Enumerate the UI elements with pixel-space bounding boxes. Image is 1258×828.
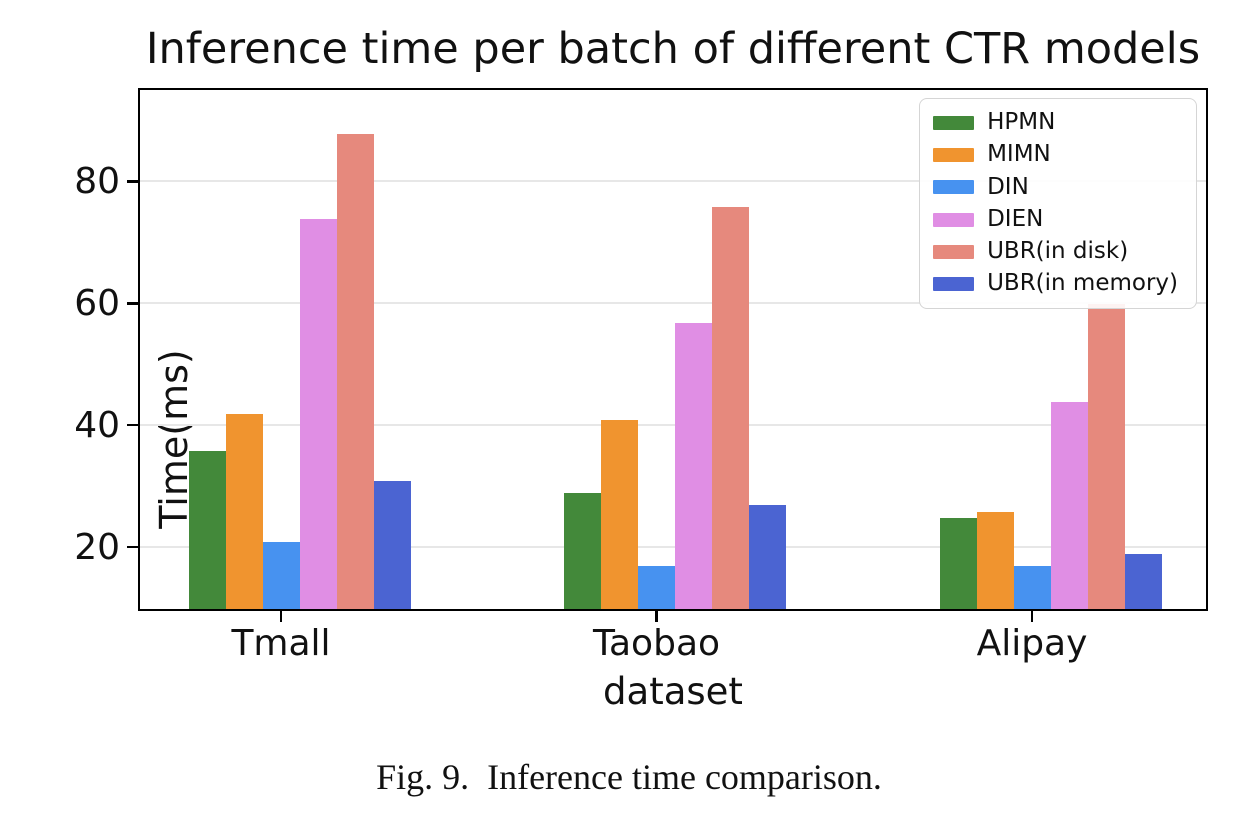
plot-area: Time(ms) HPMN MIMN DIN DIEN UBR(in disk) UBR(…	[74, 88, 1208, 662]
bar-alipay-ubr-in-memory	[1124, 554, 1162, 609]
legend-item-ubr-in-disk: UBR(in disk)	[933, 238, 1178, 265]
legend-label: DIEN	[987, 205, 1044, 232]
x-tick-label-taobao: Taobao	[592, 623, 721, 664]
chart-title: Inference time per batch of different CT…	[145, 24, 1201, 74]
x-tick-mark-tmall	[279, 611, 283, 622]
bar-tmall-mimn	[225, 414, 263, 609]
bar-alipay-hpmn	[939, 517, 977, 609]
gridline-y-80	[140, 180, 1206, 183]
y-tick-label-20: 20	[74, 527, 120, 569]
legend-swatch-icon	[933, 277, 975, 292]
bar-tmall-din	[262, 541, 300, 609]
bar-tmall-dien	[299, 218, 337, 609]
bar-alipay-mimn	[976, 511, 1014, 609]
figure-caption: Fig. 9. Inference time comparison.	[376, 757, 882, 797]
legend-item-mimn: MIMN	[933, 141, 1178, 168]
y-tick-label-60: 60	[74, 283, 120, 325]
x-tick-mark-taobao	[655, 611, 658, 622]
gridline-y-40	[140, 424, 1206, 427]
bar-tmall-ubr-in-disk	[336, 133, 374, 609]
bar-taobao-ubr-in-memory	[749, 505, 786, 609]
bar-taobao-dien	[675, 322, 712, 609]
y-tick-mark-60	[127, 302, 138, 305]
legend-label: MIMN	[987, 141, 1051, 168]
y-tick-mark-80	[127, 180, 138, 183]
legend-swatch-icon	[933, 212, 975, 227]
legend-swatch-icon	[933, 147, 975, 162]
x-tick-label-alipay: Alipay	[976, 623, 1088, 664]
legend-item-din: DIN	[933, 173, 1178, 200]
legend-label: HPMN	[987, 109, 1056, 135]
legend-swatch-icon	[933, 115, 975, 130]
bar-taobao-ubr-in-disk	[712, 206, 749, 609]
bar-tmall-hpmn	[188, 450, 226, 609]
x-tick-mark-alipay	[1030, 611, 1034, 622]
y-tick-mark-20	[127, 545, 138, 549]
bar-tmall-ubr-in-memory	[373, 481, 411, 609]
bar-taobao-din	[638, 566, 675, 609]
x-tick-label-tmall: Tmall	[231, 623, 331, 664]
bar-alipay-dien	[1050, 401, 1088, 609]
legend-label: DIN	[987, 173, 1029, 200]
legend-label: UBR(in memory)	[987, 270, 1178, 297]
gridline-y-20	[140, 546, 1206, 549]
y-tick-mark-40	[127, 423, 138, 427]
x-axis-label: dataset	[603, 670, 743, 713]
legend-item-dien: DIEN	[933, 205, 1178, 232]
legend-swatch-icon	[933, 244, 975, 259]
legend-label: UBR(in disk)	[987, 238, 1129, 265]
bar-alipay-din	[1013, 566, 1051, 609]
legend: HPMN MIMN DIN DIEN UBR(in disk) UBR(in memory…	[919, 98, 1197, 309]
legend-swatch-icon	[933, 180, 975, 195]
bar-taobao-mimn	[601, 420, 638, 609]
y-tick-label-80: 80	[74, 161, 120, 203]
gridline-y-60	[140, 302, 1206, 305]
bar-taobao-hpmn	[564, 493, 601, 609]
bar-alipay-ubr-in-disk	[1087, 304, 1125, 609]
y-tick-label-40: 40	[74, 405, 120, 447]
legend-item-ubr-in-memory: UBR(in memory)	[933, 271, 1178, 296]
legend-item-hpmn: HPMN	[933, 109, 1178, 135]
